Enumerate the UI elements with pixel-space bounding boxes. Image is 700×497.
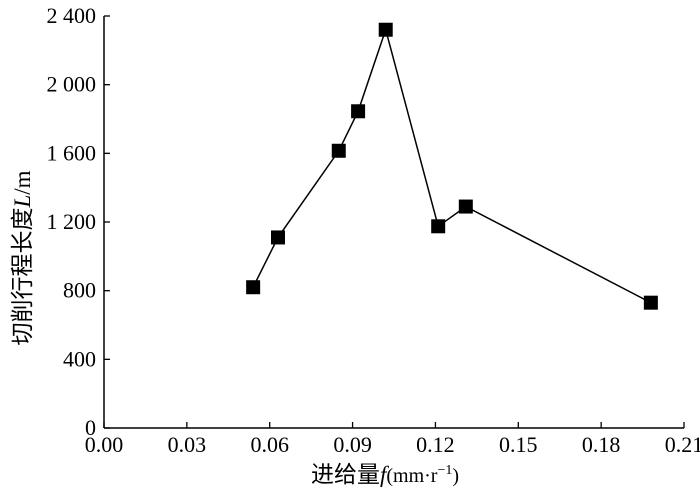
data-point [379, 23, 393, 37]
x-tick-label: 0.12 [416, 432, 455, 457]
x-axis-title-unit-sup: −1 [437, 463, 452, 478]
axes [104, 16, 684, 428]
series-line [253, 30, 651, 303]
data-point [431, 219, 445, 233]
data-point [644, 296, 658, 310]
x-tick-label: 0.03 [168, 432, 207, 457]
x-tick-label: 0.15 [499, 432, 538, 457]
data-point [271, 230, 285, 244]
y-tick-label: 2 400 [47, 3, 97, 28]
x-axis-title: 进给量f(mm·r−1) [311, 462, 459, 487]
x-tick-label: 0.21 [665, 432, 700, 457]
x-tick-label: 0.06 [250, 432, 289, 457]
x-axis-title-unit-open: (mm·r [386, 465, 437, 487]
data-point [246, 280, 260, 294]
x-axis-title-prefix: 进给量 [311, 462, 380, 487]
y-tick-label: 0 [85, 415, 96, 440]
series [246, 23, 658, 310]
x-tick-label: 0.09 [333, 432, 372, 457]
y-tick-label: 2 000 [47, 72, 97, 97]
y-tick-label: 1 200 [47, 209, 97, 234]
y-tick-label: 800 [63, 278, 96, 303]
y-axis-title: 切削行程长度L/m [10, 170, 35, 345]
y-axis-title-symbol: L [10, 195, 35, 209]
y-tick-label: 1 600 [47, 140, 97, 165]
x-tick-label: 0.18 [582, 432, 621, 457]
y-tick-label: 400 [63, 346, 96, 371]
x-axis-title-unit-close: ) [452, 465, 459, 487]
data-point [332, 144, 346, 158]
y-axis-title-prefix: 切削行程长度 [10, 208, 35, 346]
y-axis-title-unit: /m [10, 170, 35, 194]
data-point [459, 200, 473, 214]
data-point [351, 104, 365, 118]
